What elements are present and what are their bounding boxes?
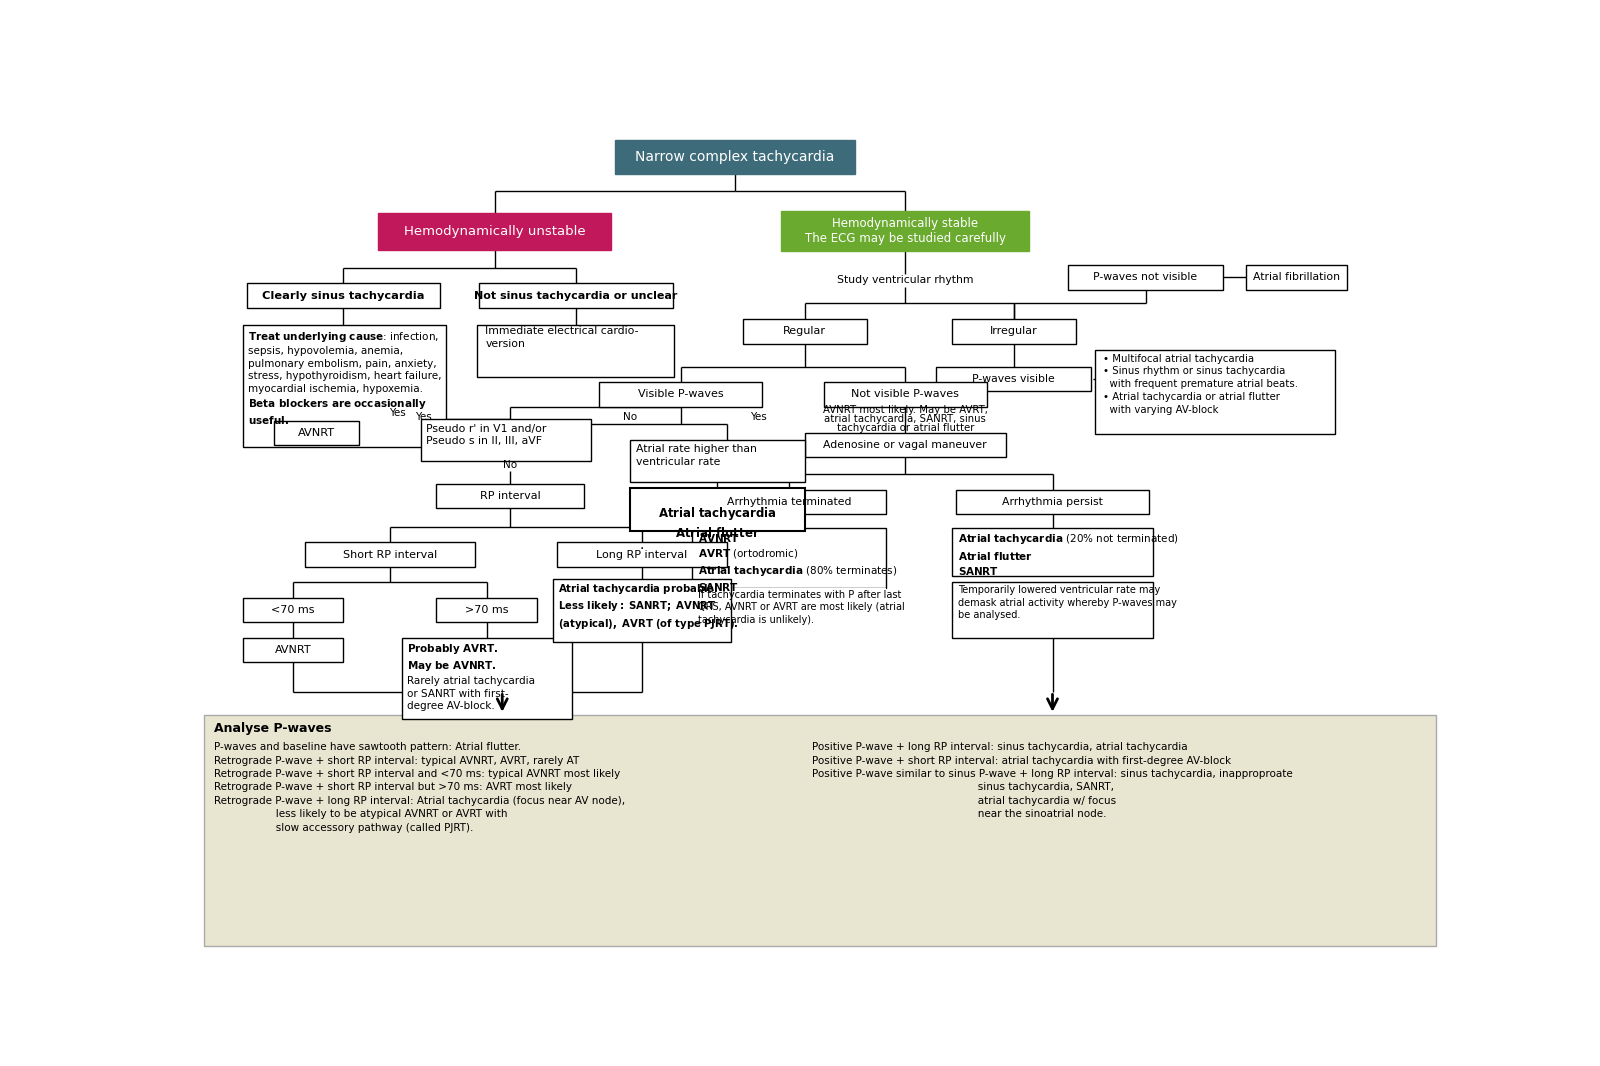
Text: Atrial rate higher than
ventricular rate: Atrial rate higher than ventricular rate: [635, 443, 757, 467]
FancyBboxPatch shape: [421, 419, 592, 462]
FancyBboxPatch shape: [402, 637, 573, 718]
Text: Narrow complex tachycardia: Narrow complex tachycardia: [635, 150, 835, 164]
Text: Temporarily lowered ventricular rate may
demask atrial activity whereby P-waves : Temporarily lowered ventricular rate may…: [958, 585, 1178, 620]
Text: $\bf{Atrial\ tachycardia}$
$\bf{Atrial\ flutter}$: $\bf{Atrial\ tachycardia}$ $\bf{Atrial\ …: [658, 505, 778, 539]
FancyBboxPatch shape: [1094, 350, 1336, 434]
FancyBboxPatch shape: [781, 211, 1029, 252]
Text: AVNRT most likely. May be AVRT,: AVNRT most likely. May be AVRT,: [822, 405, 987, 415]
Text: Adenosine or vagal maneuver: Adenosine or vagal maneuver: [824, 440, 987, 450]
Text: P-waves and baseline have sawtooth pattern: Atrial flutter.
Retrograde P-wave + : P-waves and baseline have sawtooth patte…: [214, 742, 626, 833]
FancyBboxPatch shape: [598, 382, 762, 406]
Text: $\bf{Atrial\ tachycardia\ probable.}$
$\bf{Less\ likely:\ SANRT;\ AVNRT}$
$\bf{(: $\bf{Atrial\ tachycardia\ probable.}$ $\…: [558, 582, 739, 631]
FancyBboxPatch shape: [824, 382, 987, 406]
Text: Analyse P-waves: Analyse P-waves: [214, 723, 331, 736]
FancyBboxPatch shape: [304, 543, 475, 567]
Text: Irregular: Irregular: [990, 326, 1038, 336]
Text: <70 ms: <70 ms: [272, 604, 315, 615]
FancyBboxPatch shape: [693, 489, 886, 515]
Text: AVNRT: AVNRT: [275, 645, 312, 655]
Text: Clearly sinus tachycardia: Clearly sinus tachycardia: [262, 291, 424, 301]
Text: Yes: Yes: [750, 413, 766, 422]
Text: No: No: [622, 413, 637, 422]
Text: Atrial fibrillation: Atrial fibrillation: [1253, 272, 1341, 282]
FancyBboxPatch shape: [477, 325, 674, 377]
FancyBboxPatch shape: [952, 319, 1075, 343]
Text: $\bf{Atrial\ tachycardia}$ (20% not terminated)
$\bf{Atrial\ flutter}$
$\bf{SANR: $\bf{Atrial\ tachycardia}$ (20% not term…: [958, 532, 1179, 577]
FancyBboxPatch shape: [742, 319, 867, 343]
FancyBboxPatch shape: [1246, 265, 1347, 290]
Text: Hemodynamically stable
The ECG may be studied carefully: Hemodynamically stable The ECG may be st…: [805, 217, 1006, 245]
FancyBboxPatch shape: [952, 529, 1154, 576]
Text: Not visible P-waves: Not visible P-waves: [851, 389, 958, 400]
Text: $\bf{Treat\ underlying\ cause}$: infection,
sepsis, hypovolemia, anemia,
pulmona: $\bf{Treat\ underlying\ cause}$: infecti…: [248, 329, 442, 426]
FancyBboxPatch shape: [437, 484, 584, 508]
Text: Regular: Regular: [782, 326, 826, 336]
FancyBboxPatch shape: [378, 212, 611, 249]
FancyBboxPatch shape: [955, 489, 1149, 515]
Text: No: No: [502, 461, 517, 470]
Text: .: .: [640, 538, 643, 552]
FancyBboxPatch shape: [1069, 265, 1222, 290]
Text: Study ventricular rhythm: Study ventricular rhythm: [837, 275, 973, 286]
FancyBboxPatch shape: [552, 579, 731, 643]
FancyBboxPatch shape: [243, 325, 446, 447]
FancyBboxPatch shape: [246, 284, 440, 308]
Text: • Multifocal atrial tachycardia
• Sinus rhythm or sinus tachycardia
  with frequ: • Multifocal atrial tachycardia • Sinus …: [1102, 354, 1298, 415]
Text: Immediate electrical cardio-
version: Immediate electrical cardio- version: [485, 326, 638, 349]
Text: Pseudo r' in V1 and/or
Pseudo s in II, III, aVF: Pseudo r' in V1 and/or Pseudo s in II, I…: [426, 423, 547, 447]
Text: RP interval: RP interval: [480, 491, 541, 501]
Text: Hemodynamically unstable: Hemodynamically unstable: [403, 225, 586, 238]
Text: $\bf{Probably\ AVRT.}$
$\bf{May\ be\ AVNRT.}$
Rarely atrial tachycardia
or SANRT: $\bf{Probably\ AVRT.}$ $\bf{May\ be\ AVN…: [406, 643, 534, 711]
FancyBboxPatch shape: [557, 543, 726, 567]
FancyBboxPatch shape: [614, 141, 854, 174]
FancyBboxPatch shape: [630, 440, 805, 482]
FancyBboxPatch shape: [936, 367, 1091, 391]
Text: If tachycardia terminates with P after last
QRS, AVNRT or AVRT are most likely (: If tachycardia terminates with P after l…: [698, 589, 904, 625]
Text: Positive P-wave + long RP interval: sinus tachycardia, atrial tachycardia
Positi: Positive P-wave + long RP interval: sinu…: [813, 742, 1293, 819]
Text: Arrhythmia terminated: Arrhythmia terminated: [726, 497, 851, 507]
Text: P-waves visible: P-waves visible: [973, 374, 1054, 384]
Text: $\bf{AVNRT}$
$\bf{AVRT}$ (ortodromic)
$\bf{Atrial\ tachycardia}$ (80% terminates: $\bf{AVNRT}$ $\bf{AVRT}$ (ortodromic) $\…: [698, 532, 898, 594]
FancyBboxPatch shape: [693, 588, 886, 644]
Text: P-waves not visible: P-waves not visible: [1093, 272, 1197, 282]
Text: Yes: Yes: [389, 408, 406, 418]
Text: Yes: Yes: [414, 413, 432, 422]
FancyBboxPatch shape: [243, 598, 344, 623]
FancyBboxPatch shape: [805, 433, 1006, 457]
Text: Short RP interval: Short RP interval: [342, 549, 437, 560]
Text: Long RP interval: Long RP interval: [597, 549, 688, 560]
FancyBboxPatch shape: [478, 284, 672, 308]
FancyBboxPatch shape: [243, 637, 344, 662]
FancyBboxPatch shape: [274, 420, 358, 446]
Text: Not sinus tachycardia or unclear: Not sinus tachycardia or unclear: [474, 291, 677, 301]
Text: Visible P-waves: Visible P-waves: [638, 389, 723, 400]
FancyBboxPatch shape: [630, 488, 805, 531]
Text: >70 ms: >70 ms: [466, 604, 509, 615]
Text: tachycardia or atrial flutter: tachycardia or atrial flutter: [837, 423, 974, 433]
Text: Arrhythmia persist: Arrhythmia persist: [1002, 497, 1102, 507]
FancyBboxPatch shape: [693, 529, 886, 588]
Text: atrial tachycardia, SANRT, sinus: atrial tachycardia, SANRT, sinus: [824, 414, 986, 424]
Text: AVNRT: AVNRT: [298, 427, 334, 438]
FancyBboxPatch shape: [952, 582, 1154, 637]
FancyBboxPatch shape: [437, 598, 538, 623]
FancyBboxPatch shape: [203, 714, 1437, 946]
